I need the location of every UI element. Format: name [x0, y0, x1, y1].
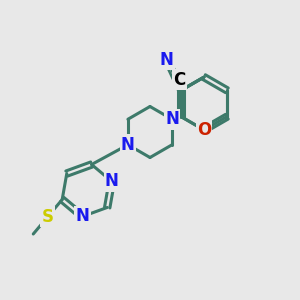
Text: N: N [121, 136, 135, 154]
Text: S: S [42, 208, 54, 226]
Text: N: N [105, 172, 119, 190]
Text: C: C [173, 70, 186, 88]
Text: O: O [197, 121, 211, 139]
Text: N: N [76, 208, 89, 226]
Text: N: N [197, 121, 211, 139]
Text: N: N [165, 110, 179, 128]
Text: N: N [160, 51, 174, 69]
